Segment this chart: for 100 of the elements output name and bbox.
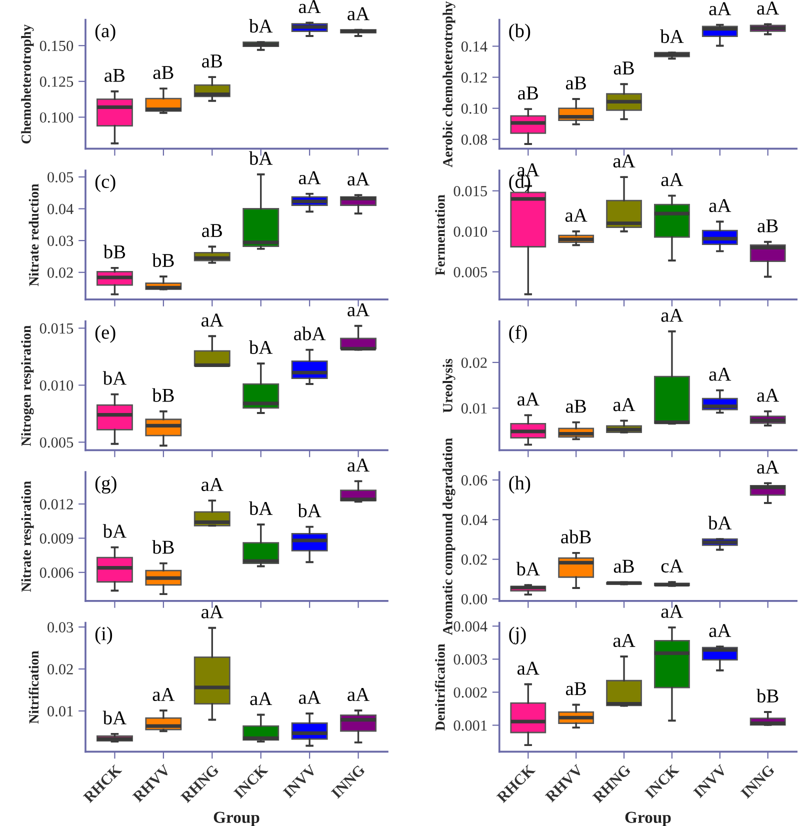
annotation: (b): [509, 24, 530, 42]
annotation: (c): [95, 174, 116, 192]
annotation: bA: [102, 710, 126, 724]
y-tick-label: 0.04: [461, 514, 488, 526]
annotation: aB: [614, 560, 634, 573]
annotation: aA: [201, 478, 224, 492]
annotation: bA: [248, 501, 273, 516]
y-tick-label: 0.006: [40, 568, 74, 578]
y-tick-label: 0.14: [461, 41, 488, 52]
y-tick-label: 0.005: [454, 267, 487, 278]
y-tick-label: 0.001: [454, 720, 487, 731]
annotation: aA: [613, 398, 636, 412]
annotation: (a): [95, 24, 116, 42]
annotation: aB: [566, 76, 586, 90]
annotation: aB: [566, 682, 586, 696]
y-tick-label: 0.010: [454, 226, 487, 237]
annotation: bA: [708, 516, 732, 530]
annotation: abB: [561, 530, 591, 544]
x-axis-title: Group: [625, 812, 671, 826]
annotation: aB: [758, 219, 778, 232]
annotation: aA: [348, 172, 370, 186]
annotation: (i): [95, 626, 112, 644]
annotation: bA: [248, 151, 273, 165]
annotation: aA: [348, 458, 370, 472]
y-tick-label: 0.015: [454, 186, 487, 196]
annotation: aA: [709, 368, 732, 381]
annotation: aA: [348, 303, 370, 316]
annotation: aA: [250, 692, 272, 706]
annotation: bA: [660, 29, 684, 44]
annotation: bA: [516, 562, 540, 576]
y-tick-label: 0.06: [461, 475, 488, 486]
y-tick-label: 0.03: [48, 622, 74, 633]
y-tick-label: 0.01: [461, 403, 487, 414]
annotation: (d): [509, 174, 530, 192]
y-tick-label: 0.125: [40, 76, 74, 87]
annotation: aA: [757, 460, 780, 474]
y-tick-label: 0.02: [48, 664, 73, 674]
annotation: aA: [757, 388, 780, 402]
y-tick-label: 0.004: [454, 621, 488, 632]
annotation: bB: [756, 688, 778, 703]
y-axis-title: Nitrogen respiration: [21, 325, 34, 446]
annotation: aA: [201, 314, 224, 327]
y-axis-title: Ureolysis: [442, 358, 456, 413]
annotation: bA: [102, 371, 126, 385]
annotation: (f): [509, 325, 527, 344]
annotation: aA: [709, 199, 732, 212]
annotation: aA: [298, 690, 321, 704]
y-axis-title: Fermentation: [435, 194, 445, 276]
y-tick-label: 0.009: [40, 533, 74, 544]
annotation: aA: [152, 688, 175, 702]
annotation: aA: [757, 2, 780, 15]
y-tick-label: 0.150: [40, 40, 74, 52]
annotation: aA: [517, 163, 540, 176]
annotation: bA: [102, 524, 126, 538]
annotation: aA: [709, 2, 732, 16]
annotation: aA: [613, 634, 636, 648]
annotation: aA: [348, 688, 370, 702]
y-tick-label: 0.01: [48, 706, 73, 716]
y-tick-label: 0.002: [454, 687, 487, 698]
annotation: aB: [202, 54, 222, 68]
x-axis-title: Group: [214, 812, 260, 826]
annotation: aB: [104, 68, 125, 82]
y-axis-title: Aerobic chemoheterotrophy: [442, 1, 456, 168]
y-tick-label: 0.012: [40, 499, 73, 510]
annotation: aA: [613, 154, 636, 168]
y-tick-label: 0.010: [40, 380, 74, 391]
annotation: aA: [565, 208, 588, 222]
y-axis-title: Nitrate reduction: [28, 184, 39, 286]
y-axis-title: Chemoheterotrophy: [21, 24, 34, 144]
y-tick-label: 0.03: [48, 236, 74, 246]
annotation: aA: [661, 308, 684, 322]
annotation: aA: [298, 171, 321, 184]
y-tick-label: 0.02: [461, 358, 487, 368]
annotation: cA: [661, 560, 684, 573]
y-tick-label: 0.00: [461, 594, 487, 604]
y-tick-label: 0.08: [461, 134, 487, 145]
annotation: bB: [152, 253, 174, 268]
annotation: bB: [152, 388, 174, 402]
annotation: aB: [153, 66, 174, 80]
y-tick-label: 0.12: [461, 72, 487, 83]
annotation: (j): [509, 626, 526, 644]
y-tick-label: 0.015: [40, 323, 74, 334]
annotation: aA: [709, 624, 732, 638]
y-axis-title: Nitrification: [28, 650, 39, 724]
annotation: aB: [566, 400, 586, 413]
annotation: bA: [248, 340, 273, 354]
y-tick-label: 0.005: [40, 437, 74, 448]
annotation: abA: [294, 326, 326, 340]
annotation: aB: [202, 224, 222, 238]
annotation: (e): [95, 325, 116, 343]
annotation: aA: [517, 392, 540, 406]
annotation: (g): [95, 476, 116, 494]
annotation: aA: [298, 0, 321, 14]
y-tick-label: 0.10: [461, 103, 487, 114]
annotation: aA: [348, 7, 370, 20]
annotation: aB: [518, 86, 538, 100]
annotation: aA: [517, 662, 540, 675]
y-tick-label: 0.05: [48, 172, 74, 182]
annotation: bA: [248, 18, 273, 33]
y-tick-label: 0.02: [48, 268, 73, 278]
